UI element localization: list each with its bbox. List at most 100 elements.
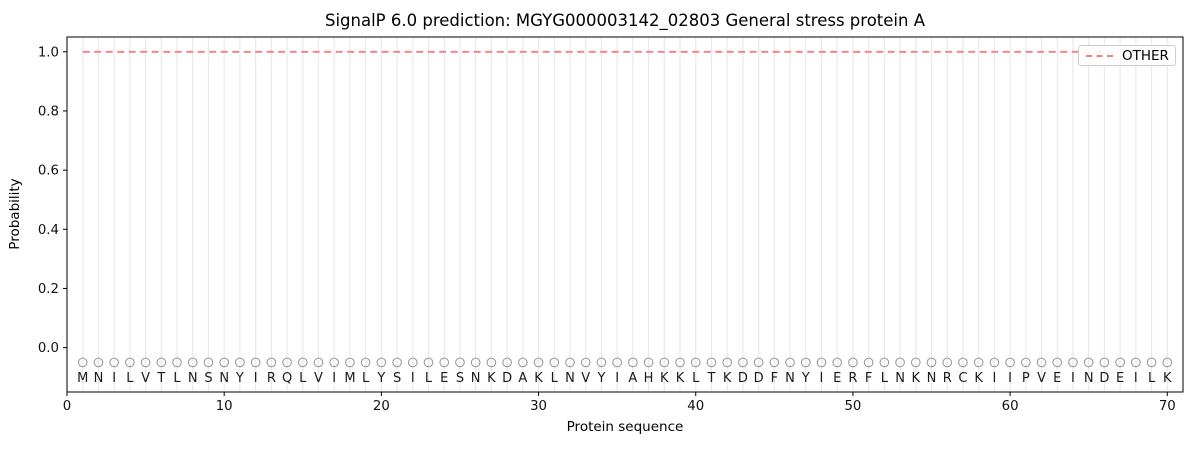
residue-letter: K bbox=[723, 371, 732, 386]
residue-marker bbox=[753, 357, 764, 368]
residue-letter: T bbox=[156, 371, 165, 386]
residue-marker bbox=[628, 357, 638, 368]
x-tick-label: 10 bbox=[216, 399, 233, 414]
residue-marker bbox=[313, 357, 324, 368]
residue-marker bbox=[879, 357, 890, 368]
residue-marker bbox=[93, 357, 104, 368]
residue-marker bbox=[659, 357, 670, 368]
x-tick-label: 0 bbox=[63, 399, 71, 414]
residue-letter: I bbox=[332, 371, 336, 386]
residue-marker bbox=[109, 357, 120, 368]
residue-marker bbox=[297, 357, 308, 368]
residue-letter: E bbox=[440, 371, 448, 386]
residue-letter: L bbox=[299, 371, 307, 386]
x-axis-label: Protein sequence bbox=[566, 419, 684, 435]
residue-letter: D bbox=[502, 371, 512, 386]
residue-marker bbox=[439, 357, 450, 368]
residue-marker bbox=[376, 357, 387, 368]
residue-marker bbox=[1052, 357, 1063, 368]
residue-marker bbox=[722, 357, 733, 368]
residue-marker bbox=[690, 357, 701, 368]
residue-marker bbox=[235, 357, 245, 368]
residue-letter: I bbox=[112, 371, 116, 386]
residue-marker bbox=[345, 357, 355, 368]
residue-marker bbox=[942, 357, 953, 368]
residue-marker bbox=[800, 357, 811, 368]
residue-letter: I bbox=[820, 371, 824, 386]
residue-marker bbox=[392, 357, 402, 368]
residue-letter: K bbox=[487, 371, 496, 386]
residue-marker bbox=[1068, 357, 1078, 368]
x-tick-label: 40 bbox=[687, 399, 704, 414]
residue-marker bbox=[1115, 357, 1125, 368]
residue-marker bbox=[1036, 357, 1047, 368]
residue-marker bbox=[125, 357, 135, 368]
residue-letter: L bbox=[1148, 371, 1156, 386]
residue-marker bbox=[895, 357, 905, 368]
residue-marker bbox=[219, 357, 230, 368]
legend: OTHER bbox=[1078, 45, 1176, 66]
residue-marker bbox=[1130, 357, 1141, 368]
residue-marker bbox=[1146, 357, 1157, 368]
residue-letter: S bbox=[456, 371, 464, 386]
residue-letter: S bbox=[204, 371, 212, 386]
residue-marker bbox=[863, 357, 874, 368]
residue-marker bbox=[156, 357, 167, 368]
residue-letter: I bbox=[1071, 371, 1075, 386]
residue-marker bbox=[266, 357, 277, 368]
y-tick-label: 0.4 bbox=[38, 223, 59, 238]
residue-marker bbox=[1162, 357, 1173, 368]
residue-marker bbox=[769, 357, 780, 368]
residue-marker bbox=[486, 357, 497, 368]
residue-marker bbox=[1005, 357, 1015, 368]
residue-marker bbox=[989, 357, 1000, 368]
residue-letter: N bbox=[895, 371, 905, 386]
residue-letter: R bbox=[267, 371, 276, 386]
residue-letter: L bbox=[551, 371, 559, 386]
other-dashed-line-icon bbox=[1086, 54, 1113, 57]
residue-letter: I bbox=[1008, 371, 1012, 386]
residue-marker bbox=[455, 357, 465, 368]
residue-letter: F bbox=[865, 371, 872, 386]
residue-marker bbox=[738, 357, 748, 368]
residue-letter: E bbox=[833, 371, 841, 386]
residue-marker bbox=[187, 357, 198, 368]
residue-marker bbox=[203, 357, 214, 368]
residue-letter: D bbox=[754, 371, 764, 386]
x-tick-label: 20 bbox=[373, 399, 390, 414]
residue-marker bbox=[533, 357, 544, 368]
y-tick-label: 1.0 bbox=[38, 45, 59, 60]
residue-letter: K bbox=[676, 371, 685, 386]
y-axis-label: Probability bbox=[7, 178, 23, 250]
residue-letter: V bbox=[581, 371, 590, 386]
residue-letter: V bbox=[141, 371, 150, 386]
residue-letter: S bbox=[393, 371, 401, 386]
residue-marker bbox=[172, 357, 182, 368]
residue-marker bbox=[77, 357, 88, 368]
residue-marker bbox=[517, 357, 528, 368]
plot-border bbox=[66, 36, 1184, 393]
residue-letter: N bbox=[219, 371, 229, 386]
residue-marker bbox=[675, 357, 685, 368]
residue-letter: I bbox=[254, 371, 258, 386]
residue-marker bbox=[407, 357, 418, 368]
residue-marker bbox=[706, 357, 717, 368]
chart-title: SignalP 6.0 prediction: MGYG000003142_02… bbox=[324, 11, 925, 30]
residue-letter: N bbox=[565, 371, 575, 386]
x-tick-label: 70 bbox=[1159, 399, 1176, 414]
residue-letter: Y bbox=[376, 371, 385, 386]
residue-marker bbox=[596, 357, 607, 368]
residue-letter: A bbox=[628, 371, 637, 386]
x-tick-label: 60 bbox=[1002, 399, 1019, 414]
residue-marker bbox=[958, 357, 968, 368]
residue-marker bbox=[580, 357, 591, 368]
residue-marker bbox=[910, 357, 921, 368]
residue-marker bbox=[502, 357, 512, 368]
residue-letter: M bbox=[77, 371, 88, 386]
residue-letter: K bbox=[534, 371, 543, 386]
residue-letter: Y bbox=[801, 371, 810, 386]
residue-letter: I bbox=[411, 371, 415, 386]
residue-letter: P bbox=[1022, 371, 1030, 386]
